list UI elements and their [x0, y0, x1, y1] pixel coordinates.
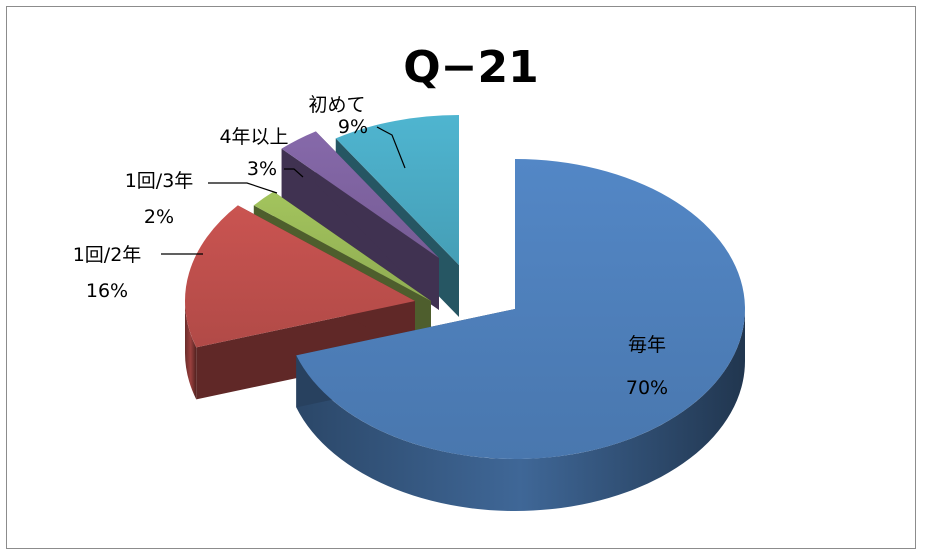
value-label-ikkai-3nen: 2% — [144, 206, 174, 228]
value-label-maitoshi: 70% — [626, 377, 668, 399]
category-label-maitoshi: 毎年 — [628, 334, 666, 356]
category-label-hajimete: 初めて — [308, 94, 365, 116]
slice-hajimete — [335, 115, 459, 265]
category-label-yonen-ijou: 4年以上 — [219, 126, 288, 148]
pie-top-layer — [185, 115, 745, 460]
slice-side-maitoshi — [296, 309, 745, 511]
value-label-hajimete: 9% — [338, 116, 368, 138]
category-label-ikkai-3nen: 1回/3年 — [125, 170, 194, 192]
slice-side-ikkai-2nen — [185, 301, 197, 400]
slice-ikkai-2nen — [185, 205, 415, 348]
slice-maitoshi — [296, 159, 745, 460]
leader-lines — [161, 126, 406, 255]
chart-frame: 毎年 70% 1回/2年 16% 1回/3年 2% 4年以上 3% 初めて 9% Q−21 — [6, 6, 916, 549]
leader-line-yonen-ijou — [284, 168, 304, 178]
leader-line-ikkai-3nen — [208, 182, 278, 194]
slice-ikkai-3nen — [253, 191, 431, 301]
slice-wall-ikkai-2nen-0 — [196, 301, 415, 400]
category-label-ikkai-2nen: 1回/2年 — [73, 244, 142, 266]
slice-wall-yonen-ijou-0 — [281, 148, 439, 310]
slice-yonen-ijou — [281, 131, 439, 258]
value-label-ikkai-2nen: 16% — [86, 280, 128, 302]
leader-line-hajimete — [376, 126, 406, 169]
value-label-yonen-ijou: 3% — [247, 158, 277, 180]
chart-title: Q−21 — [403, 42, 539, 93]
